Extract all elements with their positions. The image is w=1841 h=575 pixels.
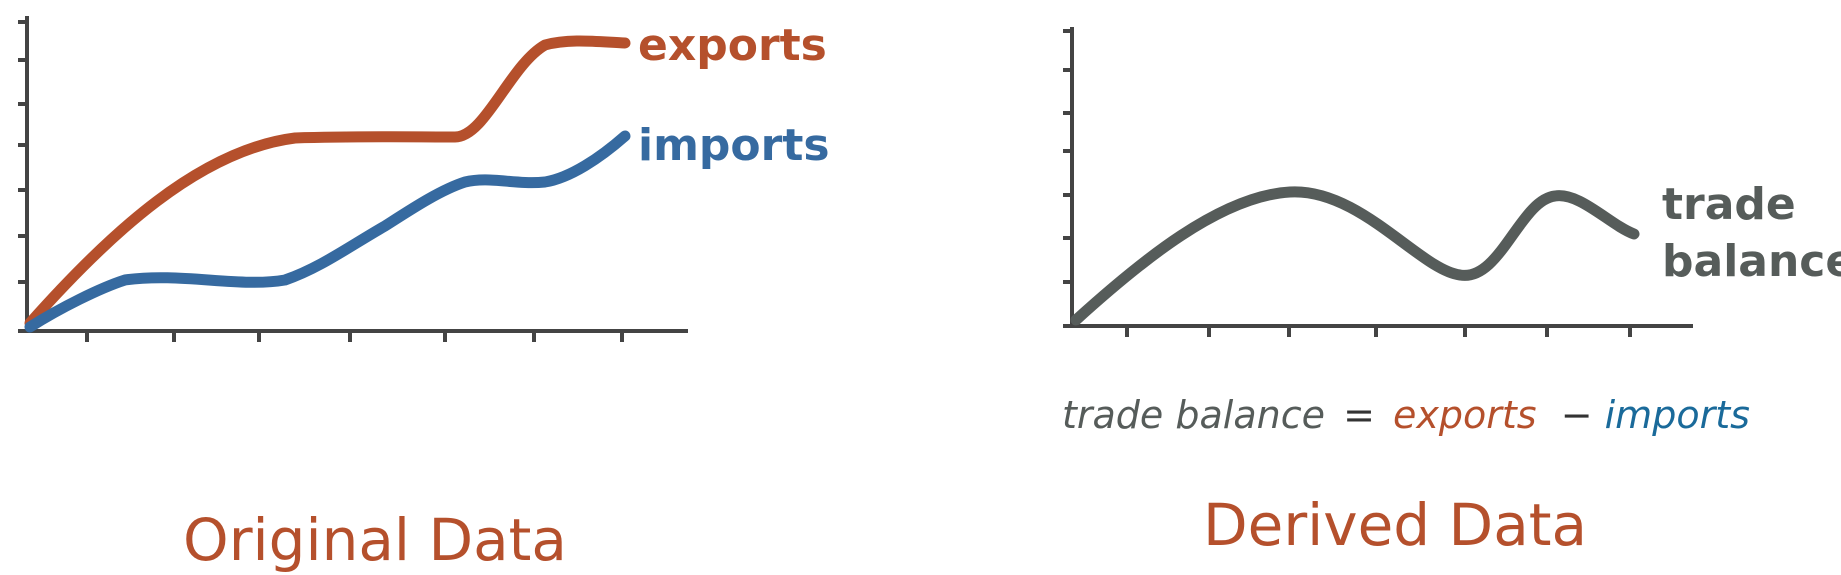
formula-imports: imports <box>1605 393 1750 437</box>
derived-y-ticks <box>1063 29 1072 284</box>
formula-minus: − <box>1561 393 1593 437</box>
exports-curve <box>24 35 631 329</box>
trade-balance-formula: trade balance = exports − imports <box>1062 393 1750 437</box>
derived-data-chart: trade balance trade balance = exports − … <box>1062 27 1841 559</box>
imports-curve <box>24 130 631 333</box>
formula-exports: exports <box>1393 393 1537 437</box>
derived-x-ticks <box>1125 326 1632 337</box>
formula-lhs: trade balance <box>1062 393 1325 437</box>
original-y-ticks <box>18 20 27 284</box>
trade-balance-label-line2: balance <box>1662 236 1841 287</box>
original-data-caption: Original Data <box>183 506 567 574</box>
trade-balance-curve <box>1070 186 1640 326</box>
derived-data-caption: Derived Data <box>1203 491 1587 559</box>
imports-label: imports <box>638 120 830 171</box>
original-data-chart: exports imports Original Data <box>18 16 830 574</box>
original-x-ticks <box>85 331 624 342</box>
trade-balance-label-line1: trade <box>1662 179 1796 230</box>
formula-equals: = <box>1343 393 1375 437</box>
exports-label: exports <box>638 20 827 71</box>
